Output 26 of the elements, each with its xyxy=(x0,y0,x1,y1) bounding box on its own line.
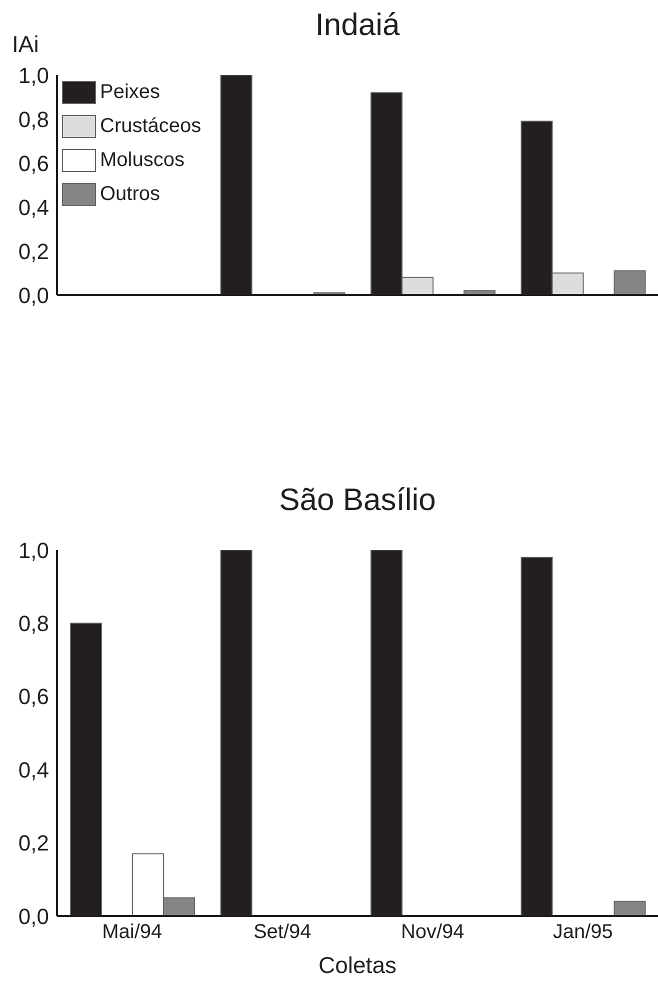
y-tick-label: 1,0 xyxy=(18,62,49,88)
legend-label: Peixes xyxy=(100,80,160,104)
y-tick-label: 0,4 xyxy=(18,194,49,220)
y-tick-label: 0,4 xyxy=(18,757,49,782)
x-tick-label: Nov/94 xyxy=(400,921,464,944)
bar xyxy=(614,270,646,295)
x-tick-label: Jan/95 xyxy=(552,921,613,944)
legend-label: Outros xyxy=(100,182,160,206)
chart-title: São Basílio xyxy=(278,482,437,518)
y-tick-label: 0,6 xyxy=(18,150,49,176)
x-tick-label: Mai/94 xyxy=(102,921,162,944)
y-tick-label: 0,8 xyxy=(18,106,49,132)
y-tick-label: 0,2 xyxy=(18,830,49,856)
chart-title: Indaiá xyxy=(314,7,401,43)
y-tick-label: 1,0 xyxy=(18,538,49,563)
bar xyxy=(614,900,646,916)
y-tick-label: 0,2 xyxy=(18,238,49,264)
y-tick-label: 0,0 xyxy=(18,904,49,929)
x-tick-label: Set/94 xyxy=(253,921,312,944)
y-tick-label: 0,0 xyxy=(18,282,49,308)
y-axis-title: IAi xyxy=(12,31,39,58)
legend-label: Crustáceos xyxy=(100,114,202,138)
legend-label: Moluscos xyxy=(100,148,184,172)
x-axis-title: Coletas xyxy=(318,952,398,979)
y-tick-label: 0,8 xyxy=(18,611,49,636)
y-tick-label: 0,6 xyxy=(18,684,49,710)
